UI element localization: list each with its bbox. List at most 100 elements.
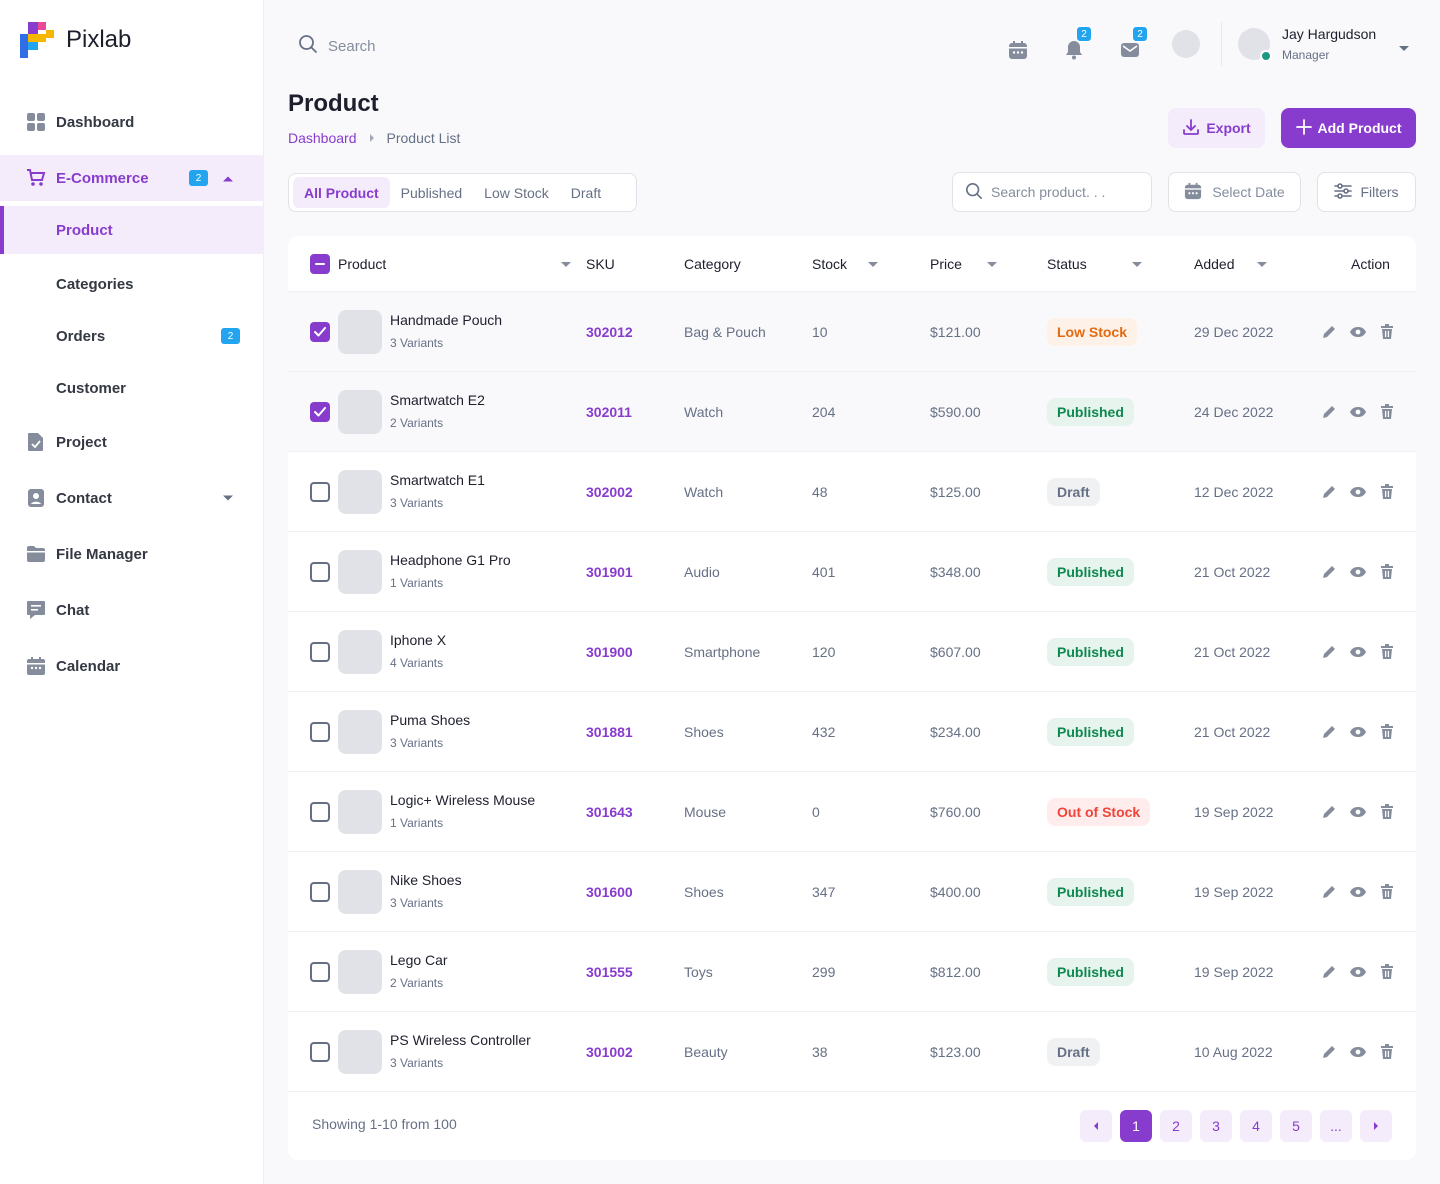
chevron-up-icon[interactable] (222, 170, 234, 187)
product-sku[interactable]: 301002 (586, 1044, 633, 1060)
edit-pencil-icon[interactable] (1321, 644, 1337, 660)
product-sku[interactable]: 302012 (586, 324, 633, 340)
table-row[interactable]: Headphone G1 Pro 1 Variants 301901 Audio 401… (288, 532, 1416, 612)
pagination-ellipsis[interactable]: ... (1320, 1110, 1352, 1142)
sort-caret-down-icon[interactable] (560, 256, 572, 272)
product-name[interactable]: Headphone G1 Pro (390, 552, 511, 568)
header-status[interactable]: Status (1047, 236, 1143, 292)
pagination-page[interactable]: 1 (1120, 1110, 1152, 1142)
row-checkbox[interactable] (310, 962, 330, 982)
view-eye-icon[interactable] (1349, 1044, 1367, 1060)
product-sku[interactable]: 301555 (586, 964, 633, 980)
edit-pencil-icon[interactable] (1321, 1044, 1337, 1060)
product-sku[interactable]: 302011 (586, 404, 632, 420)
tab-published[interactable]: Published (400, 184, 463, 201)
delete-trash-icon[interactable] (1379, 1044, 1395, 1060)
topbar-calendar-icon[interactable] (1000, 32, 1036, 68)
mail-icon[interactable]: 2 (1112, 26, 1148, 68)
select-date-button[interactable]: Select Date (1168, 172, 1301, 212)
row-checkbox[interactable] (310, 642, 330, 662)
view-eye-icon[interactable] (1349, 724, 1367, 740)
pagination-page[interactable]: 4 (1240, 1110, 1272, 1142)
edit-pencil-icon[interactable] (1321, 964, 1337, 980)
view-eye-icon[interactable] (1349, 404, 1367, 420)
row-checkbox[interactable] (310, 482, 330, 502)
table-row[interactable]: Iphone X 4 Variants 301900 Smartphone 120 $60… (288, 612, 1416, 692)
sort-caret-down-icon[interactable] (1256, 256, 1268, 272)
tab-all-product[interactable]: All Product (293, 177, 390, 208)
edit-pencil-icon[interactable] (1321, 724, 1337, 740)
sidebar-item-ecommerce[interactable]: E-Commerce 2 (0, 155, 264, 201)
product-sku[interactable]: 301600 (586, 884, 633, 900)
product-name[interactable]: PS Wireless Controller (390, 1032, 531, 1048)
product-sku[interactable]: 301643 (586, 804, 633, 820)
row-checkbox[interactable] (310, 722, 330, 742)
notification-bell-icon[interactable]: 2 (1056, 26, 1092, 68)
product-name[interactable]: Nike Shoes (390, 872, 462, 888)
table-row[interactable]: Puma Shoes 3 Variants 301881 Shoes 432 $234.0… (288, 692, 1416, 772)
pagination-page[interactable]: 5 (1280, 1110, 1312, 1142)
sort-caret-down-icon[interactable] (986, 256, 998, 272)
delete-trash-icon[interactable] (1379, 724, 1395, 740)
row-checkbox[interactable] (310, 882, 330, 902)
edit-pencil-icon[interactable] (1321, 884, 1337, 900)
product-sku[interactable]: 302002 (586, 484, 633, 500)
pagination-prev-button[interactable] (1080, 1110, 1112, 1142)
edit-pencil-icon[interactable] (1321, 404, 1337, 420)
table-row[interactable]: Nike Shoes 3 Variants 301600 Shoes 347 $400.0… (288, 852, 1416, 932)
header-product[interactable]: Product (338, 236, 572, 292)
delete-trash-icon[interactable] (1379, 404, 1395, 420)
delete-trash-icon[interactable] (1379, 484, 1395, 500)
product-name[interactable]: Iphone X (390, 632, 447, 648)
table-row[interactable]: PS Wireless Controller 3 Variants 301002 Be… (288, 1012, 1416, 1092)
product-name[interactable]: Smartwatch E2 (390, 392, 485, 408)
view-eye-icon[interactable] (1349, 884, 1367, 900)
view-eye-icon[interactable] (1349, 644, 1367, 660)
view-eye-icon[interactable] (1349, 564, 1367, 580)
row-checkbox[interactable] (310, 322, 330, 342)
delete-trash-icon[interactable] (1379, 964, 1395, 980)
pagination-next-button[interactable] (1360, 1110, 1392, 1142)
table-row[interactable]: Smartwatch E1 3 Variants 302002 Watch 48 $125… (288, 452, 1416, 532)
row-checkbox[interactable] (310, 562, 330, 582)
product-name[interactable]: Handmade Pouch (390, 312, 503, 328)
brand-logo[interactable]: Pixlab (20, 22, 131, 58)
table-row[interactable]: Logic+ Wireless Mouse 1 Variants 301643 Mou… (288, 772, 1416, 852)
sidebar-item-project[interactable]: Project (0, 414, 264, 470)
sidebar-item-dashboard[interactable]: Dashboard (0, 94, 264, 150)
product-name[interactable]: Logic+ Wireless Mouse (390, 792, 536, 808)
view-eye-icon[interactable] (1349, 324, 1367, 340)
breadcrumb-dashboard-link[interactable]: Dashboard (288, 130, 357, 146)
user-avatar[interactable] (1238, 28, 1272, 62)
row-checkbox[interactable] (310, 802, 330, 822)
delete-trash-icon[interactable] (1379, 324, 1395, 340)
user-menu-chevron-down-icon[interactable] (1398, 40, 1410, 58)
pagination-page[interactable]: 2 (1160, 1110, 1192, 1142)
delete-trash-icon[interactable] (1379, 884, 1395, 900)
sort-caret-down-icon[interactable] (867, 256, 879, 272)
product-name[interactable]: Puma Shoes (390, 712, 471, 728)
filters-button[interactable]: Filters (1317, 172, 1416, 212)
sidebar-subitem-orders[interactable]: Orders 2 (0, 310, 264, 362)
select-all-checkbox[interactable] (310, 254, 330, 274)
tab-low-stock[interactable]: Low Stock (484, 184, 549, 201)
row-checkbox[interactable] (310, 402, 330, 422)
user-name[interactable]: Jay Hargudson (1282, 26, 1377, 42)
edit-pencil-icon[interactable] (1321, 324, 1337, 340)
view-eye-icon[interactable] (1349, 964, 1367, 980)
table-row[interactable]: Handmade Pouch 3 Variants 302012 Bag & Pouc… (288, 292, 1416, 372)
table-row[interactable]: Smartwatch E2 2 Variants 302011 Watch 204 $59… (288, 372, 1416, 452)
secondary-avatar[interactable] (1172, 30, 1200, 58)
product-sku[interactable]: 301881 (586, 724, 633, 740)
view-eye-icon[interactable] (1349, 804, 1367, 820)
add-product-button[interactable]: Add Product (1281, 108, 1416, 148)
header-added[interactable]: Added (1194, 236, 1268, 292)
sidebar-subitem-categories[interactable]: Categories (0, 258, 264, 310)
sidebar-subitem-customer[interactable]: Customer (0, 362, 264, 414)
header-price[interactable]: Price (930, 236, 998, 292)
product-sku[interactable]: 301901 (586, 564, 633, 580)
global-search[interactable]: Search (298, 34, 376, 58)
tab-draft[interactable]: Draft (570, 184, 602, 201)
product-name[interactable]: Smartwatch E1 (390, 472, 485, 488)
row-checkbox[interactable] (310, 1042, 330, 1062)
